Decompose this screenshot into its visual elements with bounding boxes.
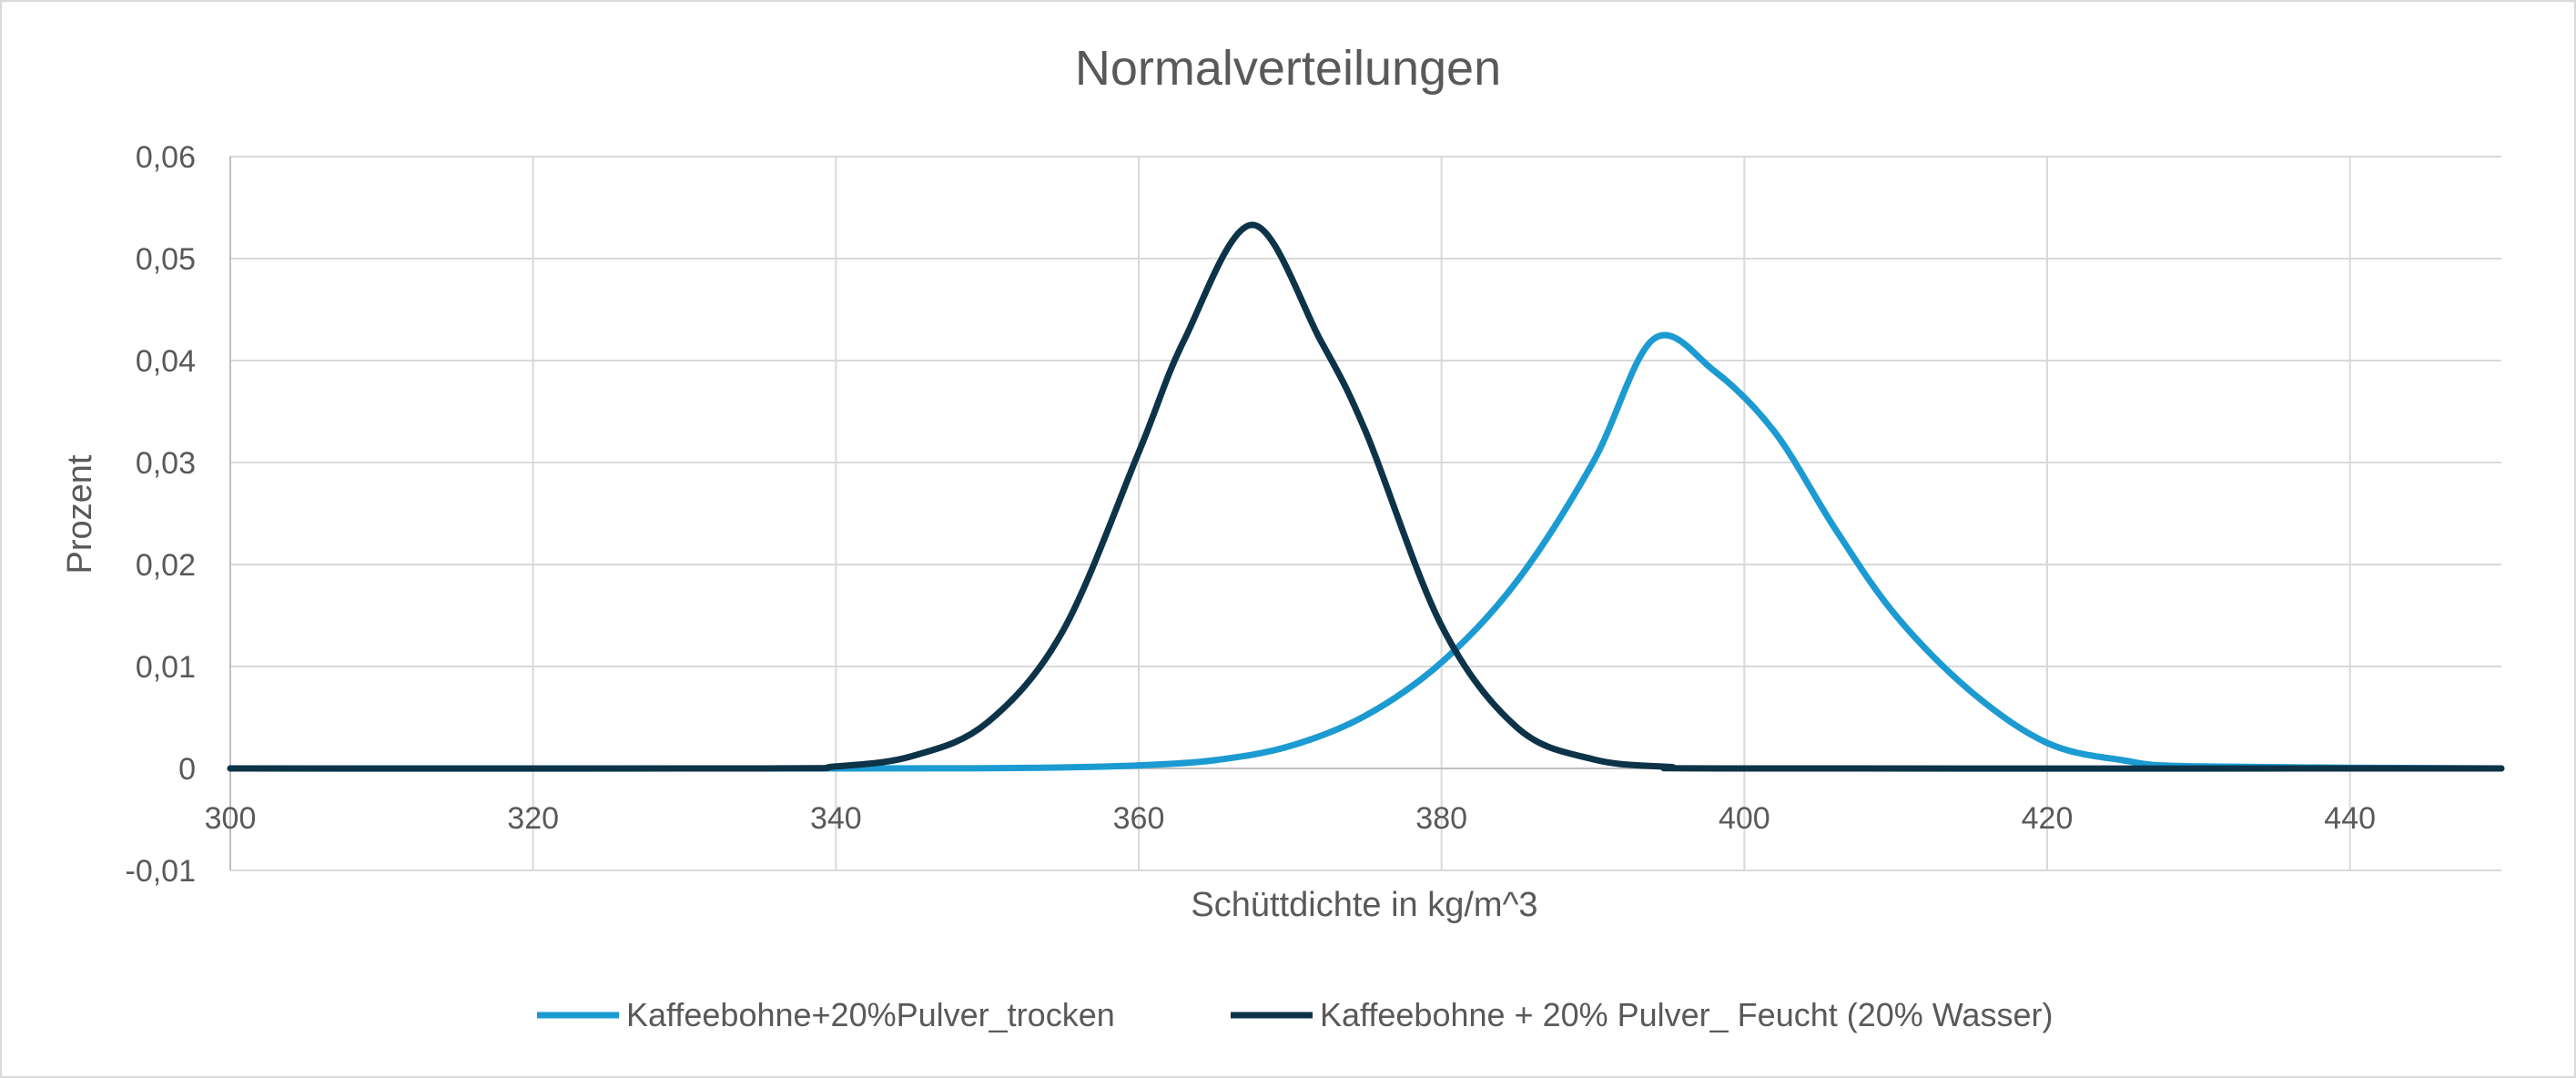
legend: Kaffeebohne+20%Pulver_trocken Kaffeebohn… (537, 996, 2053, 1033)
x-tick-label: 440 (2324, 801, 2376, 836)
y-axis-label: Prozent (61, 454, 99, 574)
chart-title: Normalverteilungen (1075, 41, 1501, 96)
y-tick-label: 0,04 (136, 344, 196, 379)
legend-label-trocken: Kaffeebohne+20%Pulver_trocken (626, 996, 1115, 1033)
series-line-trocken (227, 331, 2505, 772)
y-tick-label: 0,06 (136, 140, 196, 175)
series-lines (227, 221, 2505, 772)
y-tick-label: 0 (178, 752, 196, 787)
y-tick-labels: -0,01 0 0,01 0,02 0,03 0,04 0,05 0,06 (126, 140, 197, 889)
x-tick-labels: 300 320 340 360 380 400 420 440 (205, 801, 2376, 836)
legend-label-feucht: Kaffeebohne + 20% Pulver_ Feucht (20% Wa… (1320, 996, 2053, 1033)
x-tick-label: 360 (1113, 801, 1165, 836)
x-axis-label: Schüttdichte in kg/m^3 (1191, 886, 1537, 924)
x-tick-label: 320 (507, 801, 559, 836)
x-tick-label: 400 (1719, 801, 1770, 836)
y-tick-label: 0,05 (136, 242, 196, 277)
y-tick-label: 0,03 (136, 446, 196, 481)
x-tick-label: 380 (1415, 801, 1467, 836)
x-tick-label: 420 (2022, 801, 2074, 836)
y-tick-label: 0,02 (136, 548, 196, 583)
y-tick-label: -0,01 (126, 854, 197, 889)
grid (230, 156, 2501, 871)
x-tick-label: 300 (205, 801, 257, 836)
x-tick-label: 340 (810, 801, 862, 836)
y-tick-label: 0,01 (136, 650, 196, 685)
series-line-feucht (227, 221, 2505, 772)
